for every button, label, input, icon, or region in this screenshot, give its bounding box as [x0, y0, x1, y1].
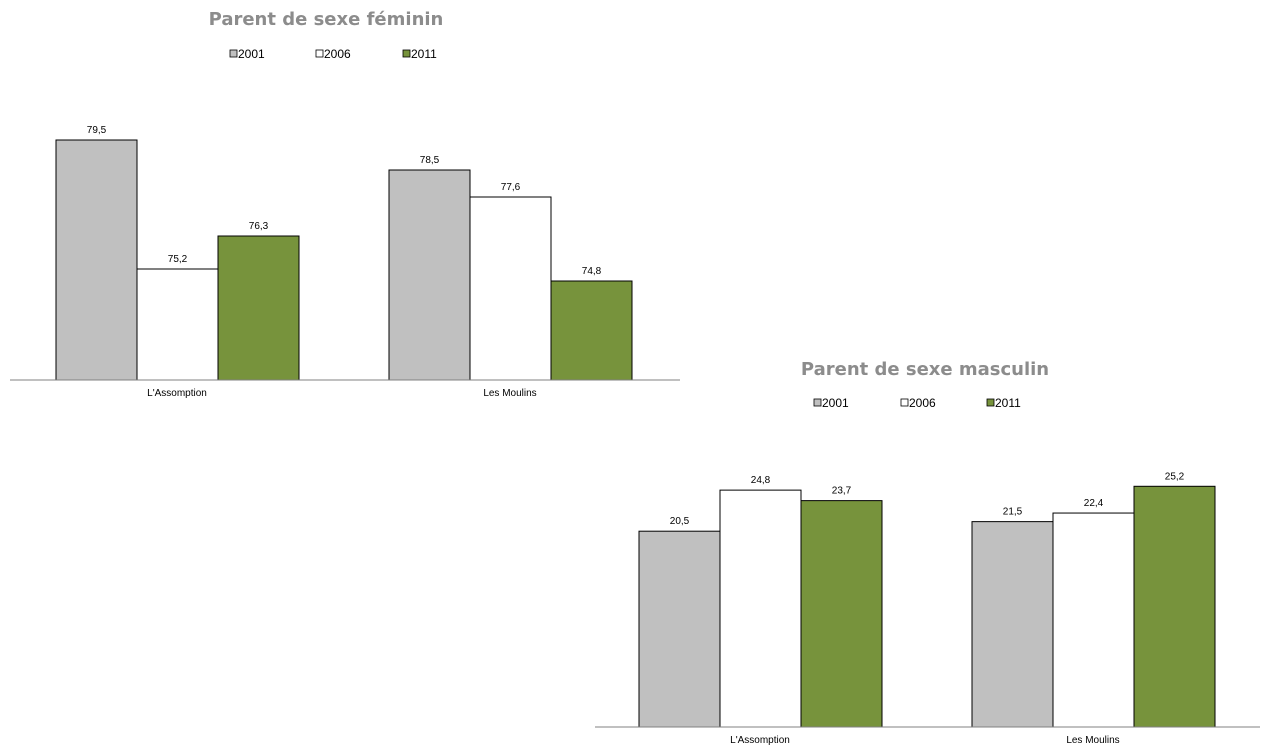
category-label-lassomption: L'Assomption: [730, 735, 790, 746]
legend-swatch-2011: [987, 399, 994, 406]
legend-swatch-2001: [230, 50, 237, 57]
data-label-les-moulins-2011: 74,8: [582, 266, 602, 277]
chart-svg: Parent de sexe masculin 2001 2006 2011 2…: [585, 350, 1265, 746]
legend-swatch-2006: [316, 50, 323, 57]
data-label-les-moulins-2006: 77,6: [501, 182, 521, 193]
bars-group: 20,5 24,8 23,7 21,5 22,4 25,2: [639, 471, 1215, 727]
legend-label-2001: 2001: [238, 47, 265, 61]
legend-swatch-2006: [901, 399, 908, 406]
bars-group: 79,5 75,2 76,3 78,5 77,6 74,8: [56, 125, 632, 380]
data-label-lassomption-2011: 76,3: [249, 221, 269, 232]
legend-label-2006: 2006: [324, 47, 351, 61]
data-label-lassomption-2006: 24,8: [751, 475, 771, 486]
data-label-les-moulins-2001: 21,5: [1003, 507, 1023, 518]
category-label-lassomption: L'Assomption: [147, 388, 207, 399]
bar-les-moulins-2006: [470, 197, 551, 380]
category-label-les-moulins: Les Moulins: [1066, 735, 1119, 746]
chart-title: Parent de sexe masculin: [801, 359, 1049, 380]
bar-les-moulins-2001: [972, 522, 1053, 727]
chart-title: Parent de sexe féminin: [209, 9, 444, 30]
bar-les-moulins-2011: [1134, 486, 1215, 727]
chart-legend: 2001 2006 2011: [814, 396, 1021, 410]
legend-label-2006: 2006: [909, 396, 936, 410]
chart-parent-feminin: Parent de sexe féminin 2001 2006 2011 79…: [0, 0, 690, 410]
legend-label-2001: 2001: [822, 396, 849, 410]
legend-swatch-2011: [403, 50, 410, 57]
bar-les-moulins-2006: [1053, 513, 1134, 727]
legend-swatch-2001: [814, 399, 821, 406]
chart-parent-masculin: Parent de sexe masculin 2001 2006 2011 2…: [585, 350, 1265, 746]
data-label-les-moulins-2006: 22,4: [1084, 498, 1104, 509]
bar-lassomption-2011: [801, 501, 882, 727]
legend-label-2011: 2011: [411, 47, 437, 61]
legend-label-2011: 2011: [995, 396, 1021, 410]
bar-lassomption-2006: [137, 269, 218, 380]
bar-lassomption-2006: [720, 490, 801, 727]
bar-lassomption-2001: [639, 531, 720, 727]
bar-lassomption-2001: [56, 140, 137, 380]
data-label-lassomption-2006: 75,2: [168, 254, 188, 265]
data-label-lassomption-2001: 20,5: [670, 516, 690, 527]
data-label-lassomption-2011: 23,7: [832, 486, 852, 497]
data-label-les-moulins-2001: 78,5: [420, 155, 440, 166]
bar-lassomption-2011: [218, 236, 299, 380]
data-label-les-moulins-2011: 25,2: [1165, 471, 1185, 482]
data-label-lassomption-2001: 79,5: [87, 125, 107, 136]
chart-legend: 2001 2006 2011: [230, 47, 437, 61]
category-label-les-moulins: Les Moulins: [483, 388, 536, 399]
chart-svg: Parent de sexe féminin 2001 2006 2011 79…: [0, 0, 690, 410]
bar-les-moulins-2001: [389, 170, 470, 380]
